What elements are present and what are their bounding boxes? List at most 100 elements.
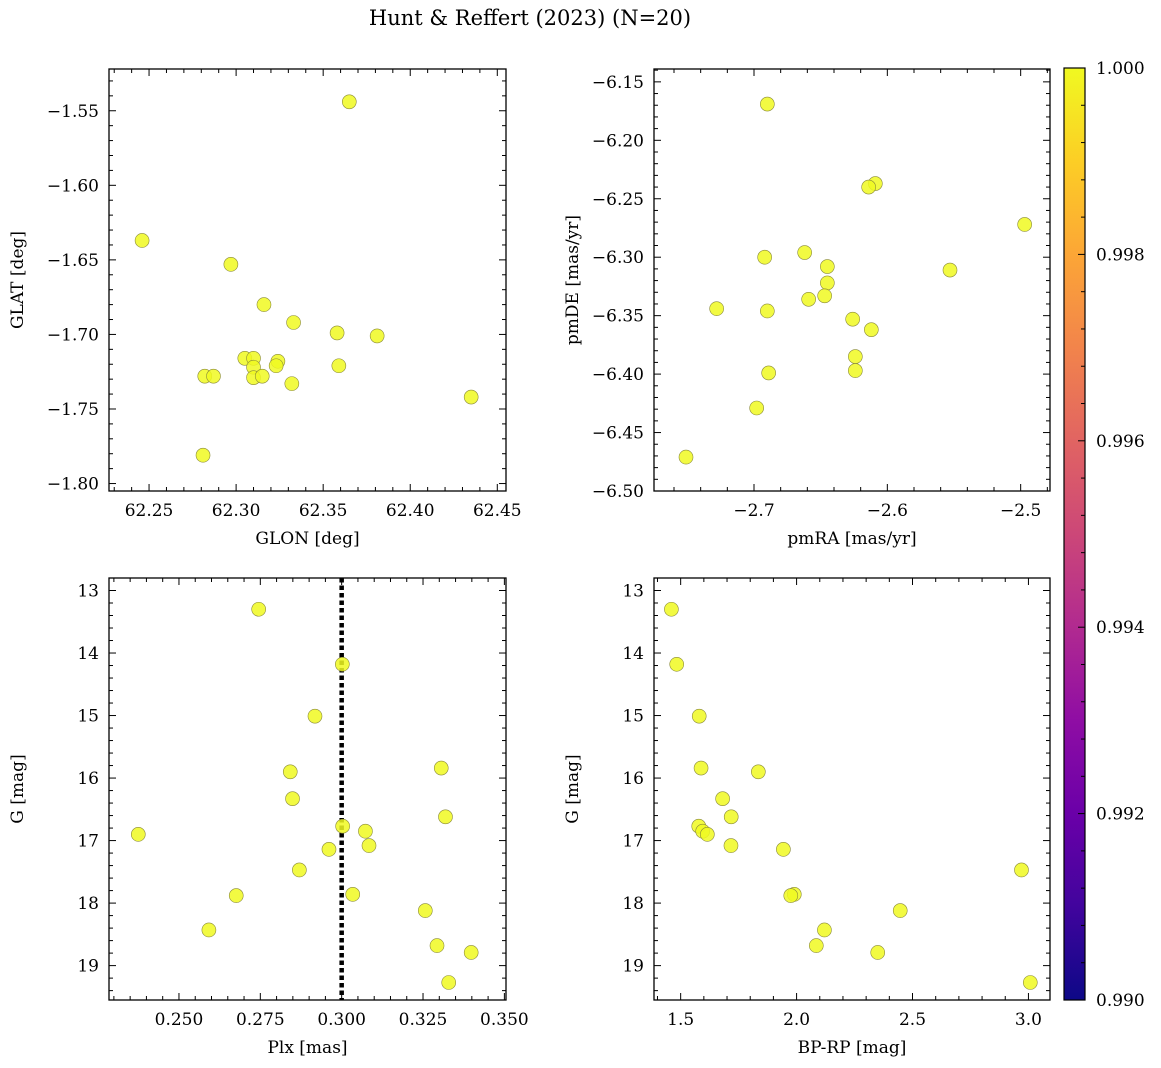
data-point xyxy=(757,249,772,265)
y-tick-label: −1.70 xyxy=(47,325,99,345)
data-point xyxy=(760,303,775,319)
y-tick-label: 15 xyxy=(77,707,99,727)
panel-bprp-g: 1.5 2.0 2.5 3.0 13 14 15 16 17 18 19 BP-RP [mag] G [… xyxy=(563,577,1051,1058)
data-point xyxy=(761,365,776,381)
x-tick-label: −2.6 xyxy=(867,501,908,521)
data-point xyxy=(335,818,350,834)
y-axis-label: G [mag] xyxy=(8,754,28,823)
data-point xyxy=(417,903,433,918)
data-point xyxy=(669,656,685,672)
y-tick-label: 13 xyxy=(77,582,99,602)
y-tick-label: −6.25 xyxy=(592,190,644,210)
plot-frame xyxy=(108,68,507,492)
y-tick-label: 13 xyxy=(622,582,644,602)
panel-pmra-pmde: −2.7 −2.6 −2.5 −6.50 −6.45 −6.40 −6.35 −6.30 −6.… xyxy=(563,68,1051,549)
data-point xyxy=(201,922,217,938)
data-point xyxy=(282,764,298,780)
data-point xyxy=(285,791,300,806)
data-point xyxy=(783,888,799,903)
y-tick-label: 18 xyxy=(77,894,99,914)
data-point xyxy=(361,838,377,853)
data-point xyxy=(817,922,832,938)
colorbar-tick-label: 1.000 xyxy=(1096,59,1145,79)
data-point xyxy=(848,363,863,378)
data-point xyxy=(691,708,707,724)
y-tick-label: 16 xyxy=(77,769,99,789)
y-tick-label: −6.30 xyxy=(592,248,644,268)
data-point xyxy=(723,838,739,853)
plot-frame xyxy=(653,68,1051,492)
data-point xyxy=(864,322,879,337)
data-point xyxy=(433,760,449,776)
data-point xyxy=(329,325,345,341)
y-axis-label: G [mag] xyxy=(563,754,583,823)
y-tick-label: −6.40 xyxy=(592,365,644,385)
figure-title: Hunt & Reffert (2023) (N=20) xyxy=(368,6,692,30)
data-point xyxy=(808,938,824,953)
y-tick-label: −1.60 xyxy=(47,176,99,196)
data-point xyxy=(801,291,816,307)
data-point xyxy=(942,262,958,278)
data-point xyxy=(892,903,908,918)
data-point xyxy=(848,349,863,364)
data-point xyxy=(463,945,479,960)
plot-frame xyxy=(653,577,1051,1001)
data-point xyxy=(820,259,835,274)
y-tick-label: −1.75 xyxy=(47,400,99,420)
y-tick-label: −1.55 xyxy=(47,102,99,122)
y-tick-label: −6.35 xyxy=(592,307,644,327)
y-tick-label: 16 xyxy=(622,769,644,789)
data-point xyxy=(307,708,323,724)
data-point xyxy=(1017,217,1032,232)
data-point xyxy=(195,447,211,463)
data-point xyxy=(254,368,270,384)
data-point xyxy=(441,975,457,990)
x-tick-label: 2.5 xyxy=(899,1010,926,1030)
data-point xyxy=(845,311,860,327)
y-axis-label: pmDE [mas/yr] xyxy=(563,215,583,345)
data-point xyxy=(1014,862,1029,878)
data-point xyxy=(463,389,479,405)
data-point xyxy=(664,601,679,617)
data-point xyxy=(286,315,301,330)
data-point xyxy=(709,301,724,316)
x-axis-label: BP-RP [mag] xyxy=(798,1038,907,1058)
data-point xyxy=(797,245,812,260)
data-point xyxy=(335,656,350,672)
data-point xyxy=(1022,975,1038,990)
y-tick-label: 14 xyxy=(77,644,99,664)
data-point xyxy=(678,449,694,465)
x-tick-label: 0.275 xyxy=(236,1010,285,1030)
data-point xyxy=(749,400,764,416)
x-tick-label: 0.300 xyxy=(317,1010,366,1030)
data-point xyxy=(206,368,221,384)
data-point xyxy=(134,233,150,248)
x-tick-label: 0.350 xyxy=(480,1010,529,1030)
data-point xyxy=(776,842,791,857)
x-axis-label: Plx [mas] xyxy=(267,1038,347,1058)
colorbar-tick-label: 0.994 xyxy=(1096,618,1145,638)
x-tick-label: 62.40 xyxy=(386,501,435,521)
y-axis-label: GLAT [deg] xyxy=(8,231,28,329)
y-tick-label: 17 xyxy=(622,832,644,852)
panel-glon-glat: 62.25 62.30 62.35 62.40 62.45 −1.80 −1.75 −1.70… xyxy=(8,68,522,549)
data-point xyxy=(345,887,361,902)
data-point xyxy=(870,945,886,960)
data-point xyxy=(284,376,300,391)
data-point xyxy=(228,888,244,903)
data-point xyxy=(358,823,373,839)
data-point xyxy=(429,938,445,953)
y-tick-label: −6.45 xyxy=(592,424,644,444)
data-point xyxy=(861,179,876,195)
y-tick-label: 14 xyxy=(622,644,644,664)
x-tick-label: 62.45 xyxy=(473,501,522,521)
data-point xyxy=(256,297,272,312)
colorbar-gradient xyxy=(1063,67,1086,1001)
y-tick-label: −1.80 xyxy=(47,475,99,495)
data-point xyxy=(760,96,775,112)
y-tick-label: −6.15 xyxy=(592,73,644,93)
data-point xyxy=(693,760,709,776)
data-point xyxy=(292,862,307,878)
data-point xyxy=(341,94,357,110)
